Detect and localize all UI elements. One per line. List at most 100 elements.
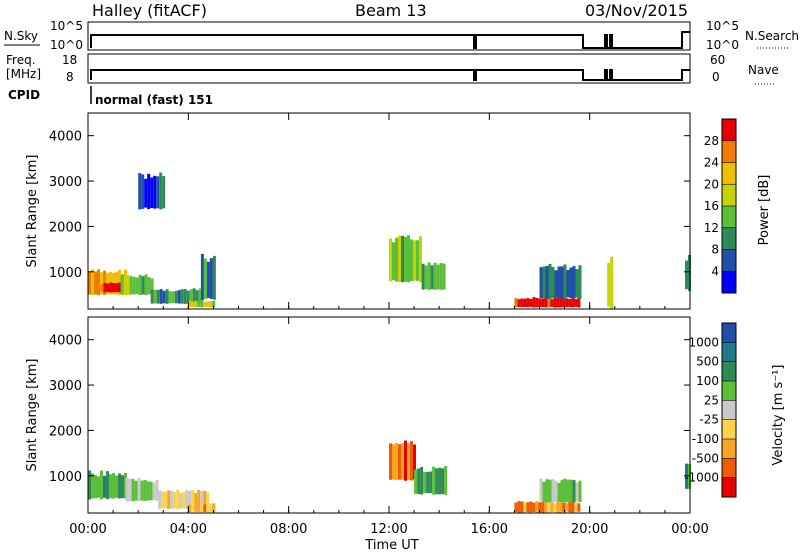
velocity-cell: [100, 470, 103, 500]
nsky-label: N.Sky: [4, 29, 38, 43]
power-colorbar-tick-label: 16: [704, 199, 719, 213]
velocity-colorbar-swatch: [722, 477, 736, 497]
power-cell: [610, 256, 614, 309]
power-colorbar-tick-label: 12: [704, 221, 719, 235]
power-cell: [526, 298, 530, 308]
power-cell: [577, 297, 581, 308]
freq-trace: [90, 69, 690, 81]
power-colorbar-swatch: [722, 206, 736, 228]
power-cell: [206, 301, 210, 308]
power-cell: [144, 274, 148, 296]
power-cell: [200, 300, 204, 308]
velocity-cell: [556, 501, 560, 513]
power-cell: [150, 289, 154, 304]
velocity-cell: [182, 492, 186, 509]
power-cell: [147, 173, 151, 210]
power-cell: [568, 298, 572, 307]
velocity-cell: [550, 502, 554, 512]
velocity-cell: [176, 489, 180, 509]
velocity-x-label: Time UT: [364, 538, 418, 553]
velocity-cell: [420, 467, 424, 495]
nsky-strip-frame: [87, 21, 691, 51]
power-cell: [436, 264, 440, 290]
velocity-cell: [523, 501, 527, 513]
velocity-cell: [526, 502, 530, 513]
power-colorbar-swatch: [722, 162, 736, 185]
velocity-cell: [562, 502, 566, 512]
power-cell: [180, 289, 184, 304]
velocity-ytick-label: 2000: [49, 424, 82, 439]
freq-label-line2: [MHz]: [6, 67, 41, 81]
power-colorbar-swatch: [722, 184, 736, 207]
velocity-cell: [185, 490, 189, 509]
power-cell: [566, 270, 570, 298]
x-tick-label: 04:00: [170, 522, 207, 537]
velocity-cell: [571, 501, 575, 513]
velocity-cell: [167, 490, 171, 509]
x-tick-label: 00:00: [69, 522, 106, 537]
power-cell: [206, 261, 210, 298]
velocity-cell: [94, 475, 97, 499]
power-cell: [209, 300, 213, 308]
power-cell: [419, 236, 422, 283]
power-cell: [427, 262, 431, 290]
nave-tick-hi: 60: [710, 53, 725, 67]
velocity-colorbar-swatch: [722, 439, 736, 459]
power-cell: [565, 298, 569, 308]
velocity-cell: [554, 480, 558, 502]
velocity-cell: [194, 504, 198, 512]
power-cell: [192, 288, 196, 305]
power-cell: [106, 272, 109, 295]
power-cell: [574, 299, 578, 307]
velocity-cell: [575, 482, 579, 502]
velocity-cell: [417, 468, 421, 495]
velocity-cell: [577, 503, 581, 512]
power-cell: [200, 253, 204, 301]
power-cell: [177, 290, 181, 304]
power-colorbar-swatch: [722, 227, 736, 250]
power-cell: [195, 290, 199, 304]
power-patch: [200, 253, 216, 301]
velocity-plot-bg: [88, 317, 690, 513]
velocity-cell: [410, 441, 413, 481]
x-tick-label: 00:00: [671, 522, 708, 537]
power-cell: [150, 177, 154, 208]
power-cell: [186, 290, 190, 304]
power-cell: [138, 274, 142, 295]
velocity-cell: [398, 444, 401, 480]
velocity-cell: [438, 467, 442, 495]
power-patch: [514, 297, 581, 308]
velocity-cell: [547, 501, 551, 513]
freq-label-line1: Freq.: [6, 53, 36, 67]
power-patch: [138, 172, 166, 210]
power-cell: [103, 270, 106, 295]
velocity-cell: [103, 475, 106, 498]
power-cell: [191, 301, 195, 308]
velocity-patch: [125, 477, 159, 502]
velocity-cell: [544, 501, 548, 513]
power-cell: [542, 266, 546, 299]
nsky-trace: [90, 31, 690, 49]
x-tick-label: 16:00: [471, 522, 508, 537]
power-colorbar-swatch: [722, 140, 736, 163]
power-cell: [401, 235, 404, 283]
velocity-colorbar-frame: [721, 322, 737, 498]
velocity-cell: [155, 480, 159, 501]
power-cell: [135, 277, 139, 295]
power-cell: [120, 275, 124, 295]
velocity-cell: [529, 501, 533, 513]
power-patch: [421, 262, 446, 290]
velocity-colorbar-swatch: [722, 381, 736, 401]
power-cell: [572, 266, 576, 299]
freq-tick-hi: 18: [62, 53, 77, 67]
freq-tick-lo: 8: [66, 70, 74, 84]
power-cell: [607, 263, 611, 307]
power-cell: [203, 258, 207, 299]
power-cell: [106, 283, 110, 293]
power-cell: [112, 283, 116, 293]
x-tick-label: 20:00: [571, 522, 608, 537]
velocity-cell: [200, 503, 204, 513]
power-cell: [541, 298, 545, 308]
nsky-tick-lo: 10^0: [50, 38, 83, 52]
velocity-cell: [395, 443, 398, 480]
